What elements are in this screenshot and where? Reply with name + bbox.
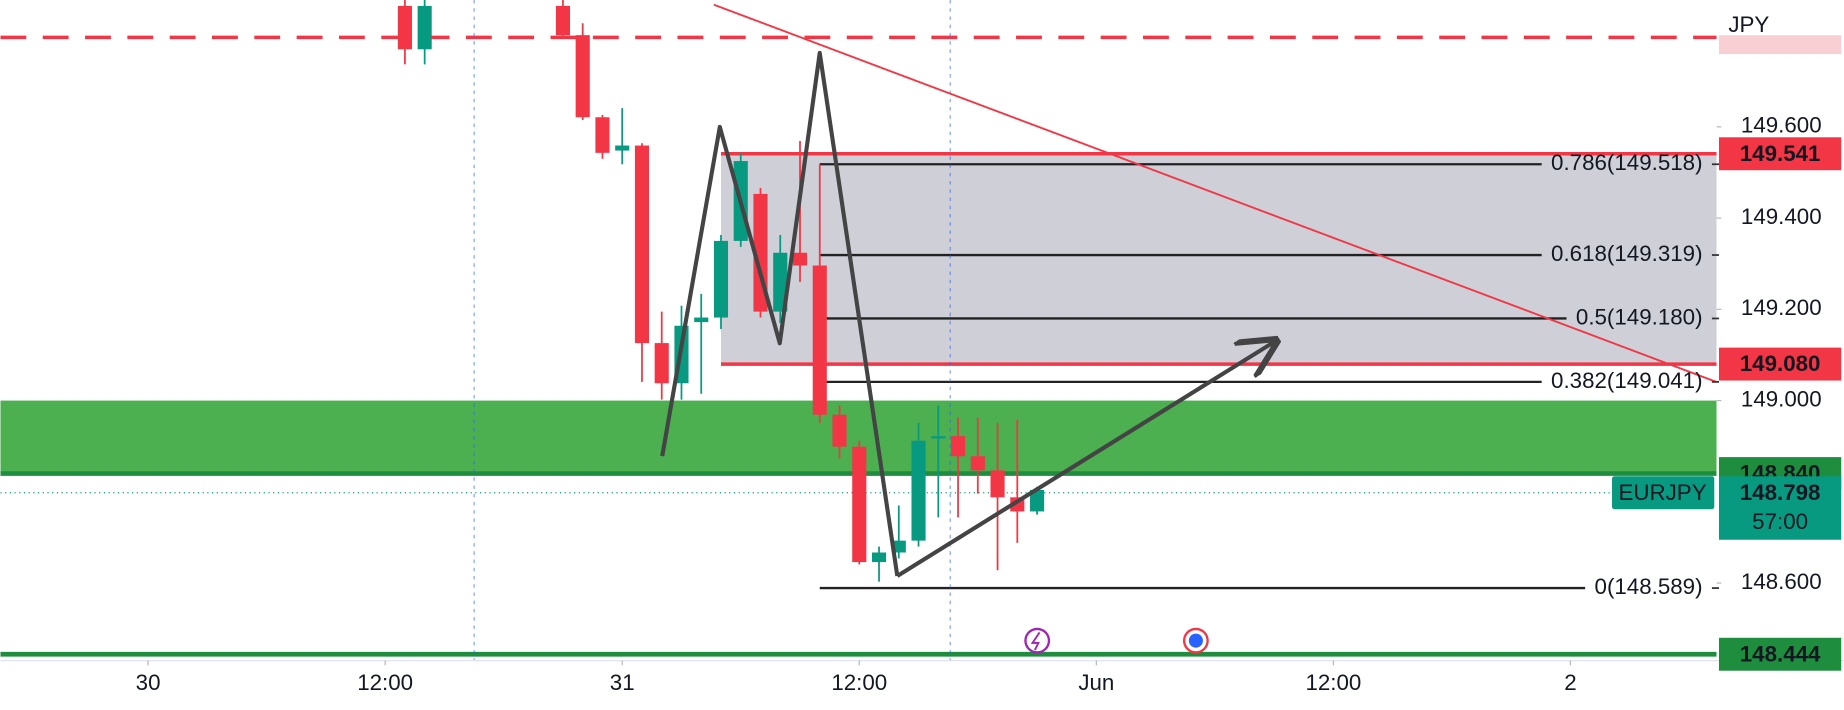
price-label-box (1718, 637, 1842, 671)
candle-body (911, 440, 926, 541)
fib-label: 0.618(149.319) (1551, 241, 1702, 266)
axes: 0.786(149.518) 0.618(149.319) 0.5(149.180)… (136, 113, 1842, 695)
candle-body (812, 265, 827, 415)
fib-label: 0(148.589) (1595, 574, 1703, 599)
price-label-box (1718, 137, 1842, 171)
current-price-label: 148.798 (1740, 480, 1821, 505)
candle-body (990, 470, 1005, 498)
candle-body (792, 252, 808, 266)
candle-body (654, 343, 669, 384)
price-label: 148.444 (1740, 641, 1821, 666)
fib-label: 0.382(149.041) (1551, 368, 1702, 393)
y-tick-label: 149.000 (1741, 386, 1822, 411)
current-price-box (1718, 476, 1842, 540)
price-label: 149.541 (1740, 141, 1821, 166)
symbol-label: EURJPY (1619, 480, 1707, 505)
y-tick-label: 149.200 (1741, 295, 1822, 320)
candle-body (773, 252, 788, 312)
y-tick-label: 148.600 (1741, 569, 1822, 594)
candle-body (931, 436, 946, 439)
candle-body (555, 5, 571, 36)
fib-label: 0.5(149.180) (1576, 304, 1703, 329)
candle-body (970, 456, 985, 471)
candle-body (1030, 489, 1045, 512)
x-tick-label: 31 (610, 670, 635, 695)
y-tick-label: 149.600 (1741, 113, 1822, 138)
event-icon[interactable] (1024, 627, 1051, 654)
event-icon-glyph (1030, 631, 1041, 651)
fib-box (720, 153, 1717, 365)
trend-line (713, 3, 1717, 383)
alert-tag (1718, 35, 1842, 55)
candle-body (615, 145, 630, 151)
x-tick-label: 12:00 (1305, 670, 1361, 695)
price-label: 149.080 (1740, 351, 1821, 376)
candle-body (694, 317, 709, 323)
price-label-box (1718, 347, 1842, 381)
candle-body (595, 117, 610, 153)
event-icon-glyph (1188, 633, 1203, 648)
x-tick-label: 12:00 (831, 670, 887, 695)
candle-body (852, 446, 867, 563)
candle-body (397, 5, 412, 50)
fib-label: 0.786(149.518) (1551, 150, 1702, 175)
plot-area (0, 0, 1717, 657)
x-tick-label: Jun (1078, 670, 1114, 695)
x-tick-label: 30 (136, 670, 161, 695)
candle-body (891, 540, 906, 553)
pattern-zigzag (660, 50, 900, 577)
candle-body (871, 552, 887, 563)
candle-body (634, 145, 650, 344)
candle-body (417, 5, 432, 50)
y-tick-label: 149.400 (1741, 204, 1822, 229)
currency-label: JPY (1728, 12, 1769, 37)
candle-body (950, 436, 966, 457)
candle-body (713, 240, 729, 318)
countdown-label: 57:00 (1752, 509, 1808, 534)
symbol-box (1612, 476, 1715, 510)
drawings (473, 0, 1717, 661)
x-tick-label: 12:00 (357, 670, 413, 695)
candle-body (832, 414, 847, 447)
price-axis (1716, 0, 1844, 661)
x-tick-label: 2 (1564, 670, 1576, 695)
projection-arrow (896, 341, 1276, 578)
candle-body (575, 35, 590, 118)
